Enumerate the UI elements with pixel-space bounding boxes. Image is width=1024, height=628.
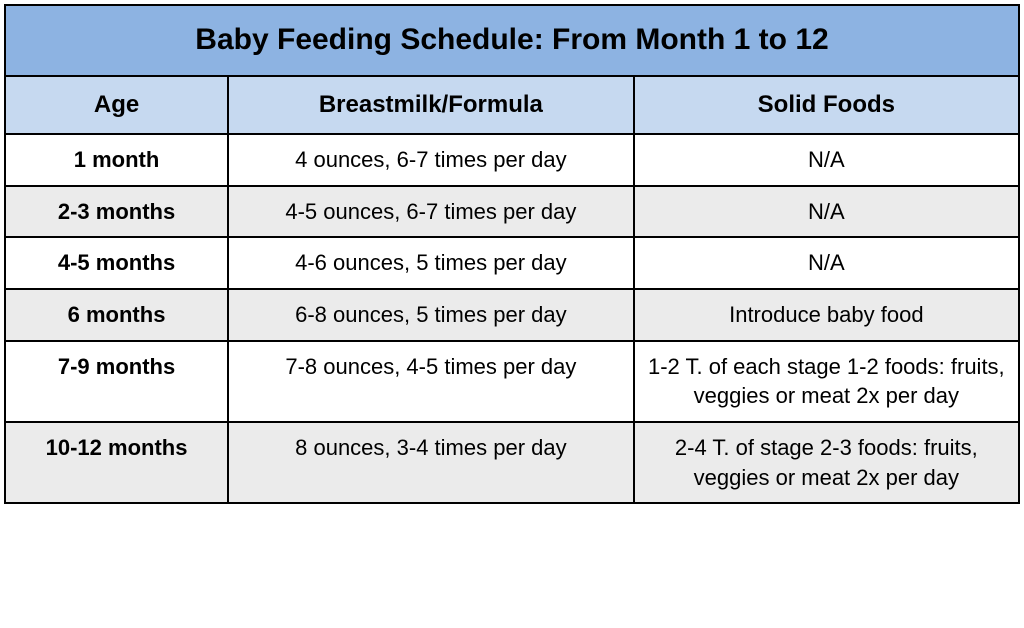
cell-age: 2-3 months: [5, 186, 228, 238]
cell-milk: 8 ounces, 3-4 times per day: [228, 422, 634, 503]
cell-milk: 4-5 ounces, 6-7 times per day: [228, 186, 634, 238]
cell-solid: N/A: [634, 186, 1019, 238]
cell-age: 7-9 months: [5, 341, 228, 422]
feeding-schedule-table-wrap: Baby Feeding Schedule: From Month 1 to 1…: [0, 0, 1024, 508]
cell-age: 6 months: [5, 289, 228, 341]
cell-milk: 4 ounces, 6-7 times per day: [228, 134, 634, 186]
cell-milk: 7-8 ounces, 4-5 times per day: [228, 341, 634, 422]
cell-solid: 2-4 T. of stage 2-3 foods: fruits, veggi…: [634, 422, 1019, 503]
cell-solid: N/A: [634, 237, 1019, 289]
table-row: 4-5 months 4-6 ounces, 5 times per day N…: [5, 237, 1019, 289]
table-row: 2-3 months 4-5 ounces, 6-7 times per day…: [5, 186, 1019, 238]
header-row: Age Breastmilk/Formula Solid Foods: [5, 76, 1019, 134]
cell-age: 4-5 months: [5, 237, 228, 289]
table-row: 1 month 4 ounces, 6-7 times per day N/A: [5, 134, 1019, 186]
cell-milk: 6-8 ounces, 5 times per day: [228, 289, 634, 341]
cell-milk: 4-6 ounces, 5 times per day: [228, 237, 634, 289]
cell-age: 1 month: [5, 134, 228, 186]
title-row: Baby Feeding Schedule: From Month 1 to 1…: [5, 5, 1019, 76]
col-header-milk: Breastmilk/Formula: [228, 76, 634, 134]
cell-solid: Introduce baby food: [634, 289, 1019, 341]
col-header-age: Age: [5, 76, 228, 134]
cell-solid: 1-2 T. of each stage 1-2 foods: fruits, …: [634, 341, 1019, 422]
table-row: 6 months 6-8 ounces, 5 times per day Int…: [5, 289, 1019, 341]
table-row: 10-12 months 8 ounces, 3-4 times per day…: [5, 422, 1019, 503]
col-header-solid: Solid Foods: [634, 76, 1019, 134]
feeding-schedule-table: Baby Feeding Schedule: From Month 1 to 1…: [4, 4, 1020, 504]
cell-solid: N/A: [634, 134, 1019, 186]
cell-age: 10-12 months: [5, 422, 228, 503]
table-row: 7-9 months 7-8 ounces, 4-5 times per day…: [5, 341, 1019, 422]
table-title: Baby Feeding Schedule: From Month 1 to 1…: [5, 5, 1019, 76]
